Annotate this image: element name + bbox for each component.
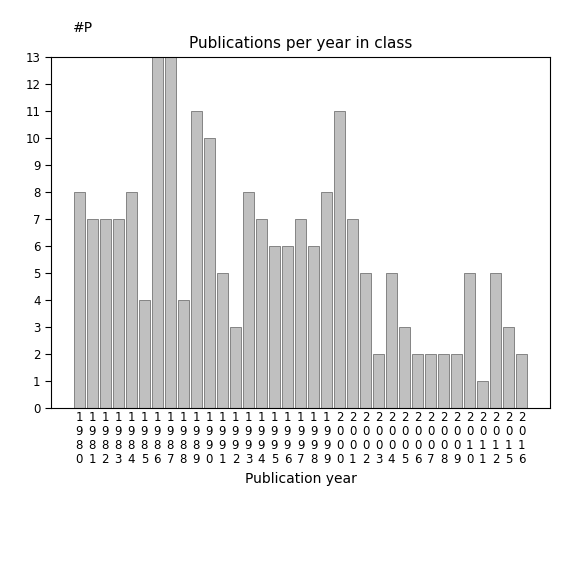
Bar	[399, 327, 410, 408]
Bar	[373, 354, 384, 408]
Bar	[438, 354, 449, 408]
Bar	[503, 327, 514, 408]
Bar	[126, 192, 137, 408]
Bar	[477, 381, 488, 408]
Bar	[100, 219, 111, 408]
Bar	[230, 327, 241, 408]
Bar	[321, 192, 332, 408]
X-axis label: Publication year: Publication year	[244, 472, 357, 485]
Bar	[217, 273, 228, 408]
Bar	[152, 57, 163, 408]
Bar	[425, 354, 436, 408]
Bar	[243, 192, 254, 408]
Bar	[282, 246, 293, 408]
Bar	[295, 219, 306, 408]
Bar	[165, 57, 176, 408]
Bar	[74, 192, 85, 408]
Title: Publications per year in class: Publications per year in class	[189, 36, 412, 52]
Bar	[412, 354, 423, 408]
Bar	[334, 111, 345, 408]
Bar	[113, 219, 124, 408]
Bar	[256, 219, 267, 408]
Bar	[204, 138, 215, 408]
Bar	[516, 354, 527, 408]
Bar	[386, 273, 397, 408]
Bar	[308, 246, 319, 408]
Bar	[191, 111, 202, 408]
Bar	[269, 246, 280, 408]
Bar	[451, 354, 462, 408]
Text: #P: #P	[73, 21, 93, 35]
Bar	[87, 219, 98, 408]
Bar	[178, 300, 189, 408]
Bar	[360, 273, 371, 408]
Bar	[464, 273, 475, 408]
Bar	[139, 300, 150, 408]
Bar	[490, 273, 501, 408]
Bar	[347, 219, 358, 408]
